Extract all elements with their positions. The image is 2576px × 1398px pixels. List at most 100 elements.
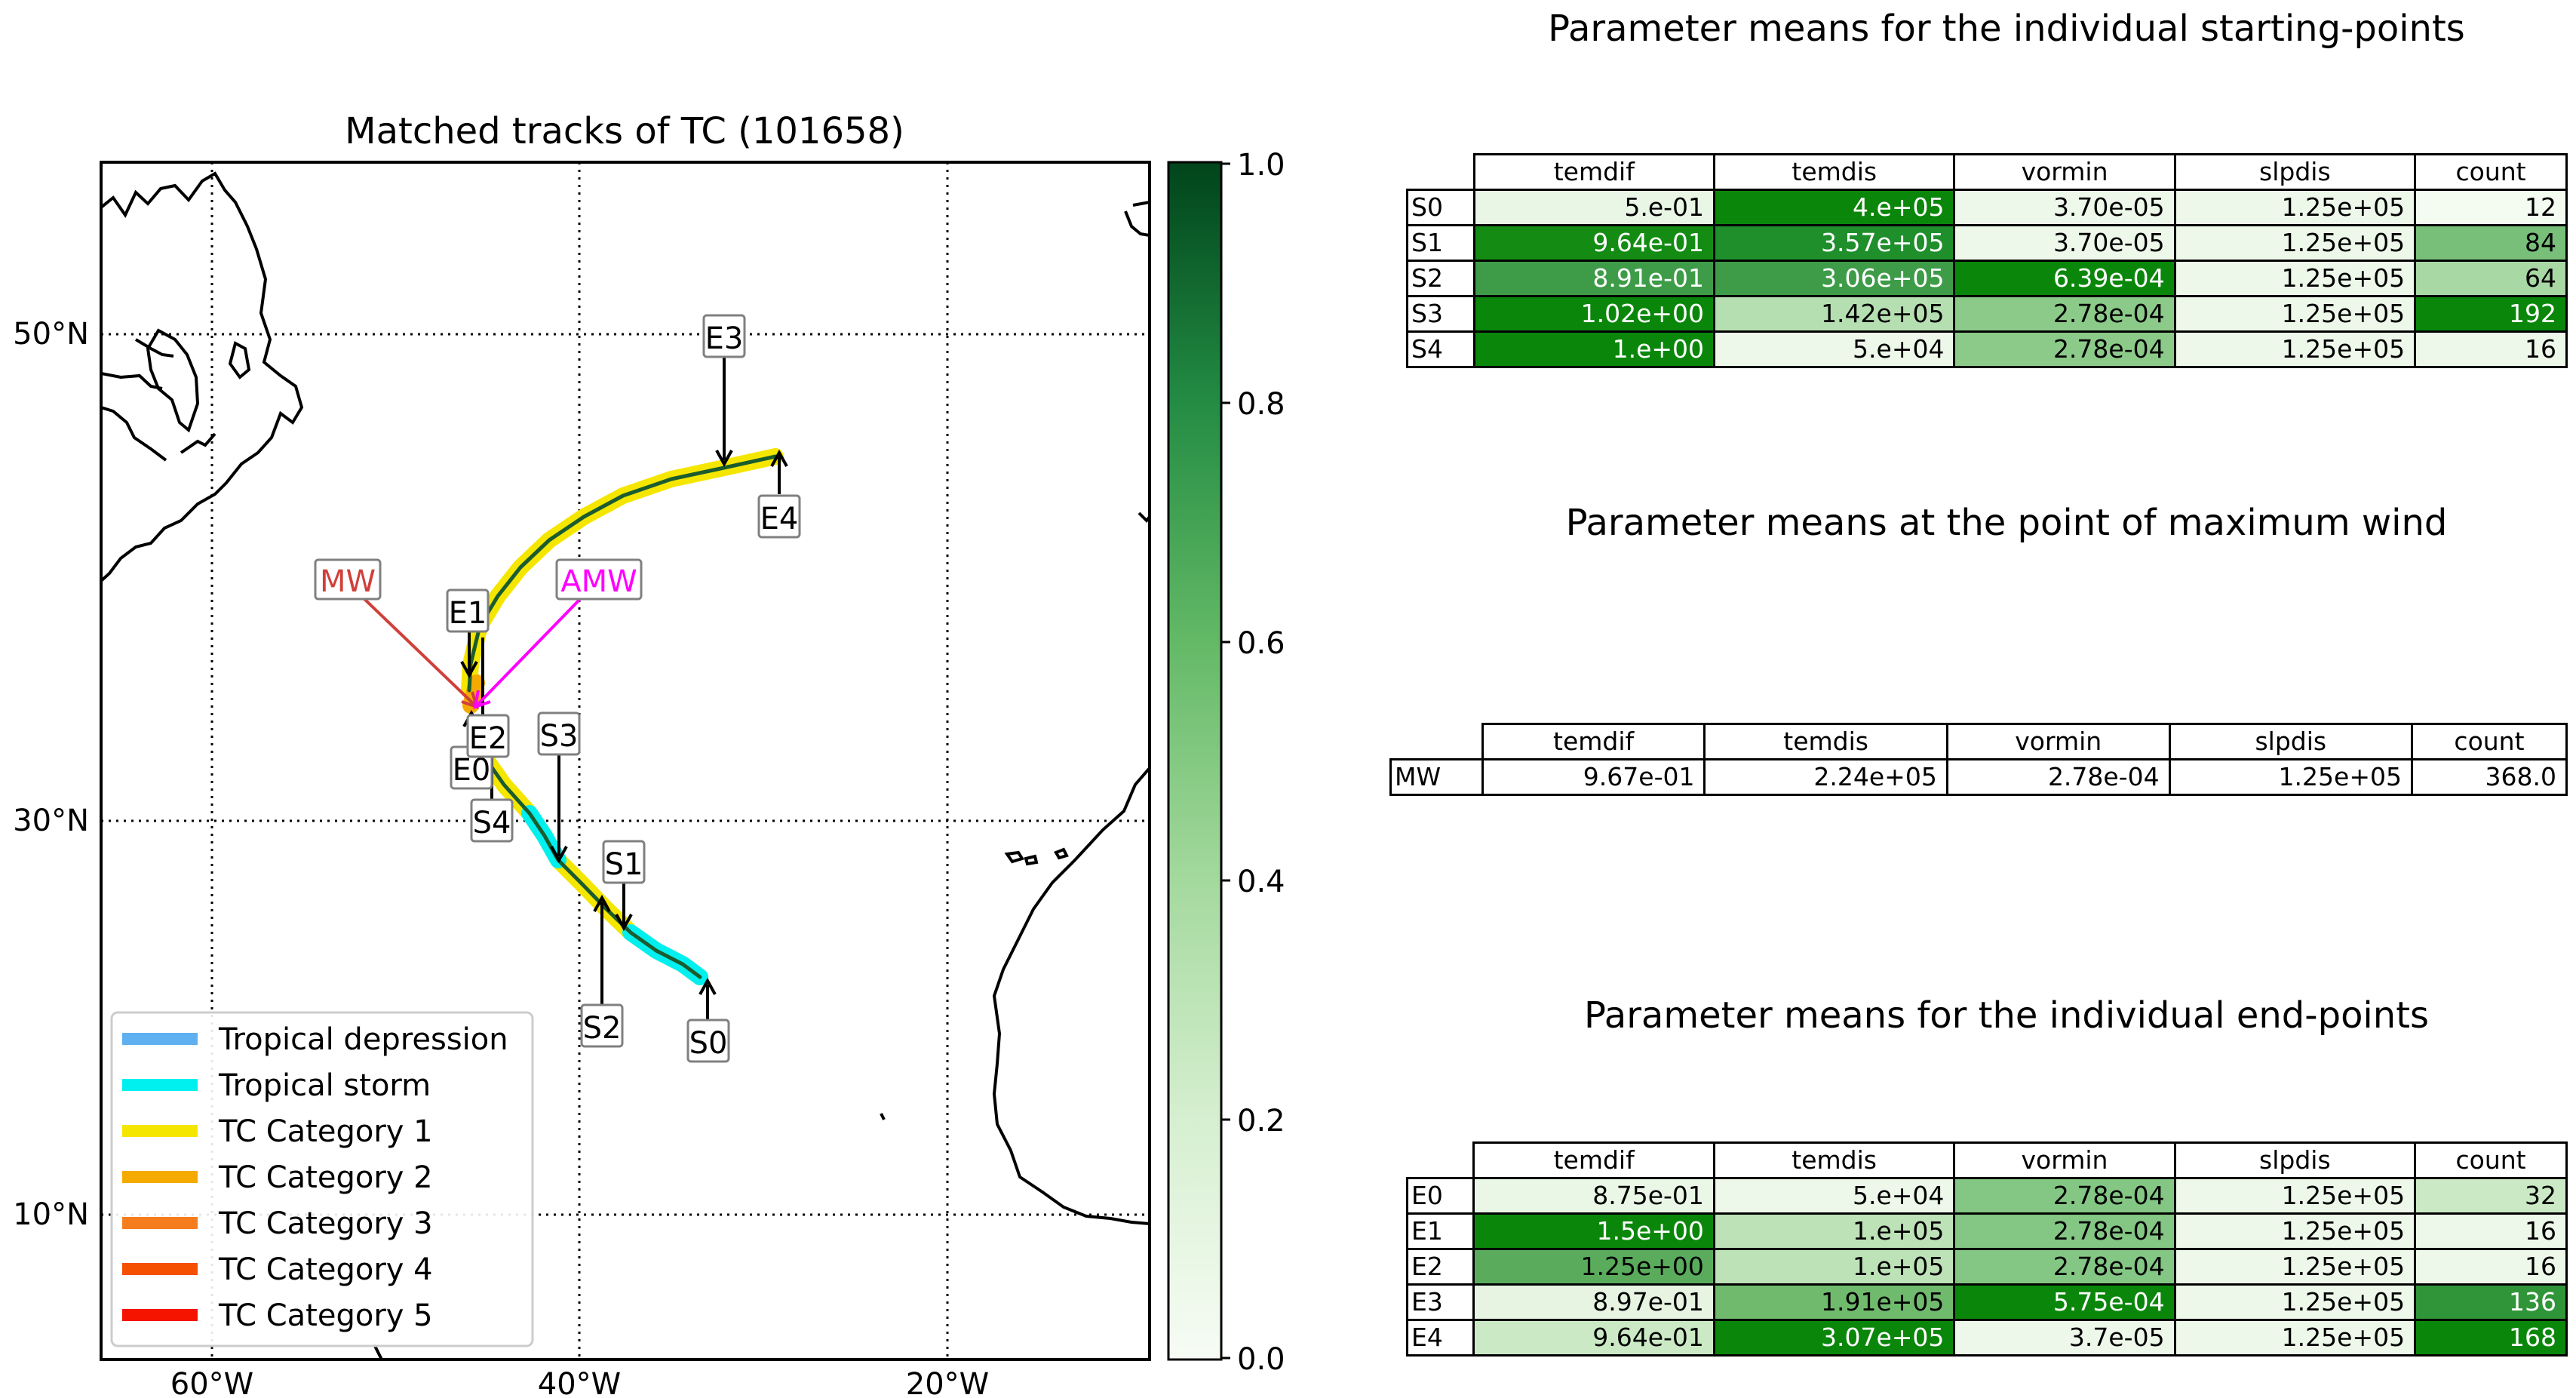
column-header: count	[2414, 153, 2568, 191]
table-cell: 3.06e+05	[1713, 260, 1956, 297]
column-header: vormin	[1945, 723, 2171, 760]
legend-label: TC Category 3	[218, 1206, 433, 1241]
table-cell: 1.25e+05	[2173, 1248, 2417, 1286]
table-cell: 1.02e+00	[1472, 295, 1716, 333]
table-cell: 3.7e-05	[1953, 1319, 2176, 1357]
table-cell: 2.78e-04	[1953, 1177, 2176, 1215]
column-header: vormin	[1953, 153, 2176, 191]
table-row: MW 9.67e-01 2.24e+05 2.78e-04 1.25e+05 368.0	[1389, 758, 2568, 796]
table-cell: 32	[2414, 1177, 2568, 1215]
table-cell: 2.24e+05	[1703, 758, 1948, 796]
colorbar-tick-0-4: 0.4	[1237, 865, 1285, 899]
table-cell: 1.25e+05	[2173, 1319, 2417, 1357]
table-cell: 2.78e-04	[1953, 1212, 2176, 1250]
map-frame	[100, 161, 1151, 1361]
table-cell: 4.e+05	[1713, 189, 1956, 226]
table-cell: 1.25e+05	[2173, 189, 2417, 226]
table-cell: 8.91e-01	[1472, 260, 1716, 297]
marker-label-amw: AMW	[560, 564, 637, 599]
table-cell: 3.70e-05	[1953, 189, 2176, 226]
table-corner	[1408, 155, 1475, 190]
marker-label-s4: S4	[473, 806, 511, 840]
table-cell: 9.64e-01	[1472, 224, 1716, 262]
marker-label-s0: S0	[689, 1026, 728, 1061]
legend: Tropical depression Tropical storm TC Cate…	[110, 1011, 534, 1347]
maxwind-table: temdif temdis vormin slpdis count MW 9.67e-01 2…	[1389, 723, 2568, 796]
row-label: E4	[1405, 1319, 1475, 1357]
table-cell: 5.e+04	[1713, 330, 1956, 368]
legend-label: TC Category 4	[218, 1252, 433, 1287]
table-row: E3 8.97e-01 1.91e+05 5.75e-04 1.25e+05 136	[1405, 1283, 2568, 1321]
row-label: E0	[1405, 1177, 1475, 1215]
table-cell: 1.5e+00	[1472, 1212, 1715, 1250]
marker-label-e0: E0	[453, 753, 491, 788]
table-cell: 2.78e-04	[1945, 758, 2171, 796]
table-cell: 16	[2414, 1212, 2568, 1250]
row-label: E1	[1405, 1212, 1475, 1250]
table-cell: 3.70e-05	[1953, 224, 2176, 262]
table-cell: 8.97e-01	[1472, 1283, 1715, 1321]
table-row: S3 1.02e+00 1.42e+05 2.78e-04 1.25e+05 192	[1406, 295, 2568, 333]
row-label: E3	[1405, 1283, 1475, 1321]
marker-label-mw: MW	[320, 564, 376, 599]
amw-arrowhead	[473, 690, 491, 710]
table-cell: 3.07e+05	[1712, 1319, 1956, 1357]
table-cell: 9.64e-01	[1472, 1319, 1715, 1357]
table-row: E0 8.75e-01 5.e+04 2.78e-04 1.25e+05 32	[1405, 1177, 2568, 1215]
table-row: S4 1.e+00 5.e+04 2.78e-04 1.25e+05 16	[1406, 330, 2568, 368]
colorbar-tick-0-2: 0.2	[1237, 1104, 1285, 1138]
marker-label-e1: E1	[449, 596, 487, 631]
marker-label-e2: E2	[469, 721, 508, 756]
table-cell: 16	[2414, 330, 2568, 368]
legend-label: TC Category 5	[218, 1298, 433, 1333]
marker-labels: S0 S1 S2 S3 S4 E0 E1 E2 E3 E4 MW AMW	[314, 314, 801, 1063]
table-cell: 1.e+00	[1472, 330, 1716, 368]
table-cell: 2.78e-04	[1953, 295, 2176, 333]
table-cell: 1.e+05	[1712, 1248, 1956, 1286]
table-row: E2 1.25e+00 1.e+05 2.78e-04 1.25e+05 16	[1405, 1248, 2568, 1286]
column-header: count	[2410, 723, 2568, 760]
table-cell: 1.25e+05	[2173, 1177, 2417, 1215]
table-cell: 1.25e+05	[2173, 330, 2417, 368]
marker-label-e4: E4	[760, 502, 799, 536]
table-cell: 84	[2414, 224, 2568, 262]
table-cell: 12	[2414, 189, 2568, 226]
marker-label-s2: S2	[583, 1011, 622, 1046]
colorbar-gradient	[1167, 161, 1223, 1361]
table-row: E1 1.5e+00 1.e+05 2.78e-04 1.25e+05 16	[1405, 1212, 2568, 1250]
column-header: vormin	[1953, 1141, 2176, 1179]
marker-label-s1: S1	[605, 847, 643, 882]
column-header: temdis	[1713, 153, 1956, 191]
column-header: slpdis	[2173, 153, 2417, 191]
table-cell: 5.e+04	[1712, 1177, 1956, 1215]
legend-label: Tropical storm	[218, 1068, 431, 1103]
table-cell: 1.25e+05	[2173, 260, 2417, 297]
legend-label: Tropical depression	[218, 1022, 508, 1057]
table-cell: 3.57e+05	[1713, 224, 1956, 262]
map-title: Matched tracks of TC (101658)	[345, 110, 904, 152]
column-header: slpdis	[2168, 723, 2413, 760]
column-header: slpdis	[2173, 1141, 2417, 1179]
table-cell: 192	[2414, 295, 2568, 333]
cyclone-track	[461, 448, 784, 985]
table-cell: 1.25e+05	[2173, 224, 2417, 262]
colorbar: 1.0 0.8 0.6 0.4 0.2 0.0	[1167, 148, 1285, 1377]
colorbar-tick-0-6: 0.6	[1237, 626, 1285, 661]
table-cell: 1.25e+05	[2173, 1283, 2417, 1321]
table-row: S0 5.e-01 4.e+05 3.70e-05 1.25e+05 12	[1406, 189, 2568, 226]
coastlines	[101, 171, 1150, 1360]
legend-label: TC Category 1	[218, 1114, 433, 1149]
table-cell: 1.e+05	[1712, 1212, 1956, 1250]
maxwind-table-title: Parameter means at the point of maximum …	[1565, 502, 2448, 544]
row-label: E2	[1405, 1248, 1475, 1286]
table-cell: 136	[2414, 1283, 2568, 1321]
table-corner	[1391, 724, 1483, 760]
column-header: temdif	[1472, 153, 1716, 191]
table-cell: 168	[2414, 1319, 2568, 1357]
lon-label-40w: 40°W	[538, 1367, 621, 1398]
row-label: S2	[1406, 260, 1475, 297]
table-cell: 368.0	[2410, 758, 2568, 796]
legend-label: TC Category 2	[218, 1160, 433, 1195]
end-table-title: Parameter means for the individual end-p…	[1583, 994, 2430, 1037]
